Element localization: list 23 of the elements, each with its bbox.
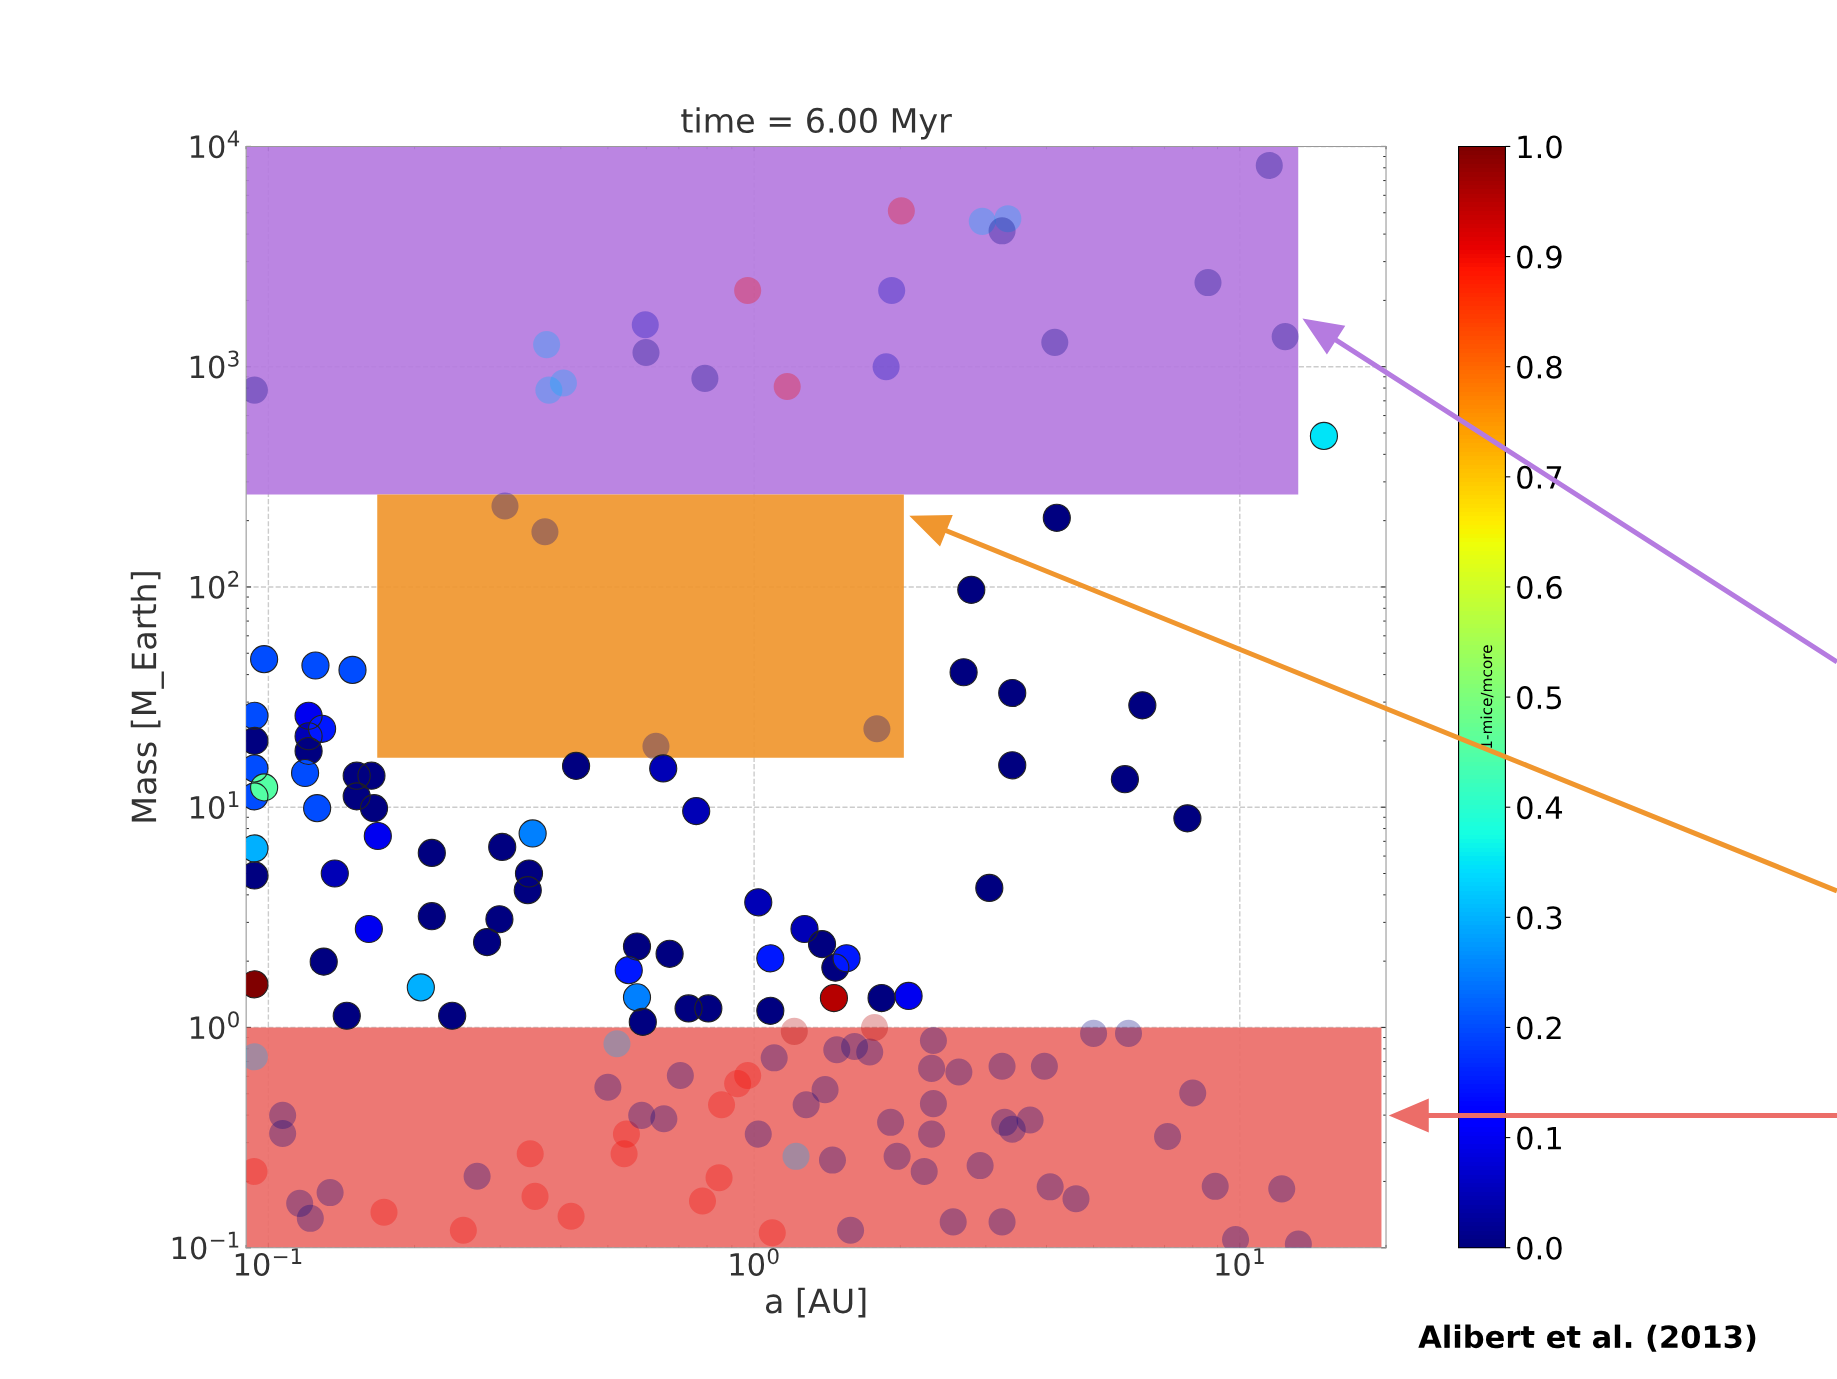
color-bar-label: 0.5 <box>1517 686 1562 710</box>
color-bar-label: 1.0 <box>1518 135 1562 159</box>
color-bar-label: 0.7 <box>1517 465 1562 489</box>
x-axis-title: a [AU] <box>765 1287 866 1318</box>
color-bar-title: 1-mice/mcore <box>1480 645 1494 749</box>
y-axis-title: Mass [M_Earth] <box>130 572 164 822</box>
color-bar-label: 0.1 <box>1517 1126 1561 1150</box>
y-tick-label: 10$^{1}$ <box>190 791 239 820</box>
x-tick-label: 10$^{0}$ <box>730 1247 779 1276</box>
color-bar-label: 0.9 <box>1517 245 1562 269</box>
y-tick-label: 10$^{0}$ <box>190 1011 239 1040</box>
color-bar-label: 0.0 <box>1517 1236 1562 1260</box>
color-bar-label: 0.6 <box>1517 575 1562 599</box>
color-bar-label: 0.8 <box>1517 355 1562 379</box>
y-tick-label: 10$^{4}$ <box>190 130 240 159</box>
color-bar-label: 0.3 <box>1517 906 1562 930</box>
y-tick-label: 10$^{2}$ <box>190 570 239 599</box>
text: Alibert et al. (2013) <box>1418 1324 1756 1352</box>
color-bar-label: 0.2 <box>1517 1016 1561 1040</box>
x-tick-label: 10$^{1}$ <box>1216 1248 1264 1277</box>
color-bar-label: 0.4 <box>1517 796 1563 820</box>
chart-title: time = 6.00 Myr <box>681 107 952 140</box>
y-tick-label: 10$^{3}$ <box>190 350 239 379</box>
